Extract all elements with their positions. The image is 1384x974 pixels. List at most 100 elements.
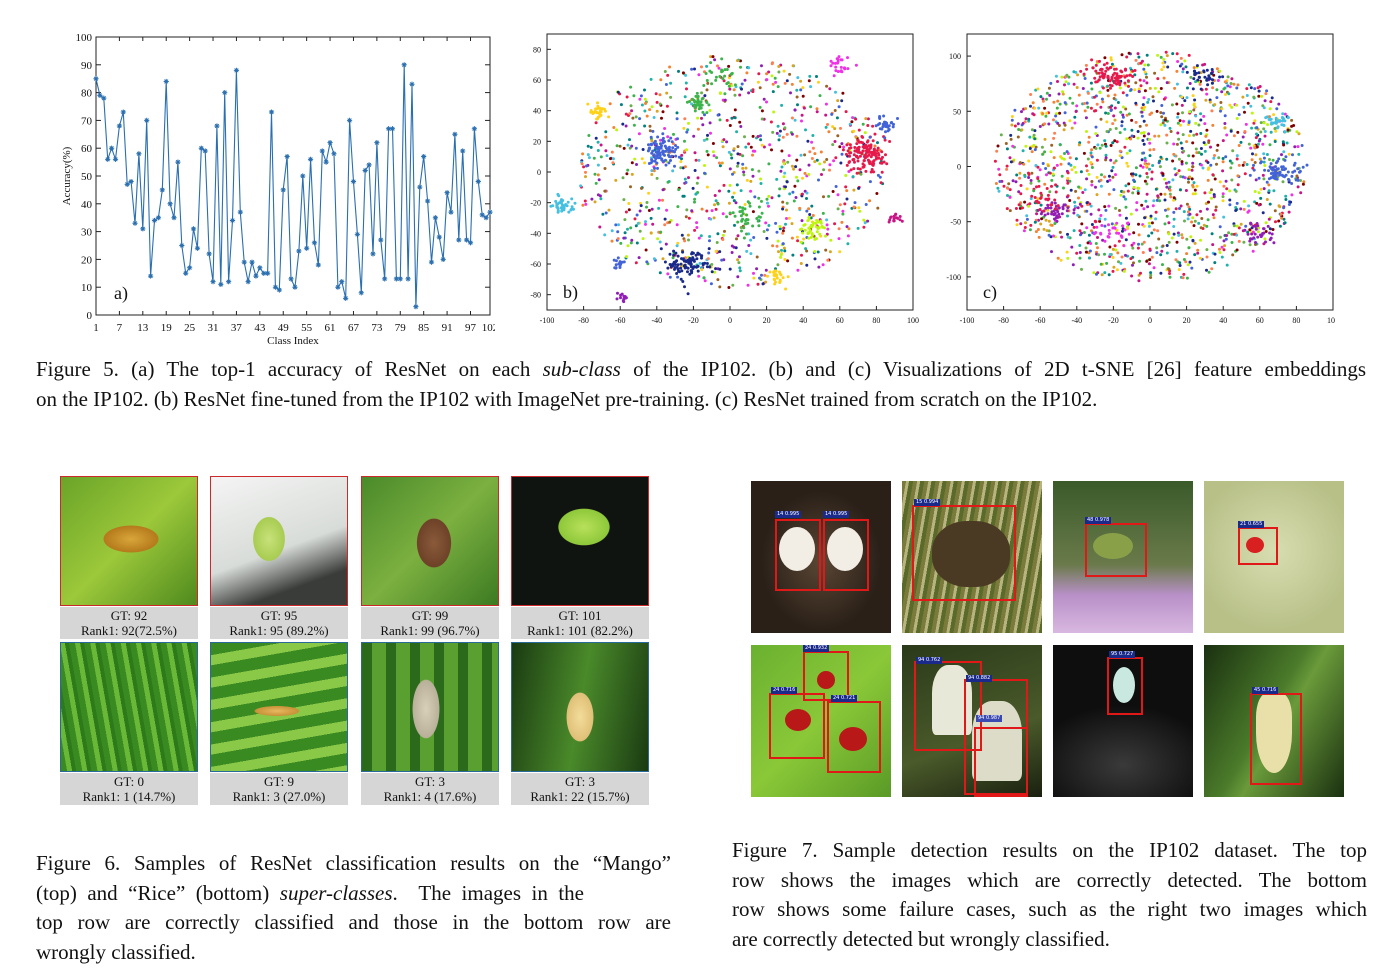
data-point [735, 130, 739, 134]
data-point [1054, 183, 1058, 187]
data-point [840, 220, 844, 224]
data-point [1278, 119, 1282, 123]
data-point [693, 197, 697, 201]
data-point [593, 200, 597, 204]
data-point [163, 78, 169, 85]
data-point [1134, 81, 1138, 85]
data-point [682, 259, 686, 263]
data-point [1189, 235, 1193, 239]
data-point [1107, 223, 1110, 227]
data-point [1181, 111, 1184, 115]
data-point [1010, 123, 1014, 127]
data-point [651, 222, 655, 226]
data-point [879, 181, 883, 185]
data-point [586, 153, 590, 157]
data-point [695, 181, 699, 185]
data-point [772, 270, 776, 274]
data-point [654, 142, 658, 146]
data-point [703, 94, 707, 98]
data-point [471, 126, 477, 132]
data-point [1131, 191, 1135, 195]
y-tick-label: -40 [530, 229, 541, 238]
data-point [1185, 252, 1189, 256]
data-point [1184, 161, 1188, 165]
data-point [1159, 271, 1163, 275]
data-point [685, 130, 689, 134]
data-point [1098, 146, 1102, 150]
data-point [1006, 194, 1009, 197]
data-point [1130, 134, 1134, 138]
data-point [624, 210, 628, 214]
data-point [752, 271, 755, 275]
data-point [1036, 165, 1040, 169]
data-point [1286, 116, 1290, 120]
data-point [996, 186, 1000, 190]
data-point [1125, 113, 1129, 117]
data-point [1060, 235, 1064, 239]
data-point [596, 104, 600, 108]
data-point [1031, 112, 1035, 116]
data-point [705, 88, 709, 92]
data-point [720, 258, 724, 262]
accuracy-line [95, 64, 491, 307]
data-point [778, 281, 782, 284]
data-point [1242, 161, 1246, 164]
data-point [1167, 180, 1171, 184]
data-point [1048, 171, 1052, 175]
data-point [881, 122, 885, 126]
data-point [1290, 124, 1294, 128]
data-point [1297, 152, 1301, 156]
data-point [1228, 103, 1232, 107]
data-point [656, 156, 660, 160]
data-point [1152, 148, 1156, 151]
data-point [1073, 204, 1077, 208]
data-point [1131, 263, 1134, 267]
data-point [1249, 86, 1253, 90]
data-point [1094, 185, 1097, 189]
data-point [1085, 67, 1089, 71]
data-point [697, 236, 701, 240]
data-point [821, 263, 825, 267]
data-point [1127, 182, 1131, 186]
detection-image: 95 0.727 [1053, 645, 1193, 797]
data-point [604, 130, 608, 134]
data-point [1136, 246, 1140, 250]
data-point [667, 145, 671, 149]
data-point [1055, 112, 1058, 116]
data-point [785, 201, 789, 205]
data-point [755, 217, 759, 220]
data-point [1202, 223, 1206, 227]
data-point [1202, 114, 1206, 118]
data-point [1243, 130, 1247, 133]
data-point [828, 168, 831, 172]
data-point [653, 139, 657, 143]
data-point [1046, 203, 1050, 207]
data-point [736, 220, 740, 224]
data-point [101, 95, 107, 101]
data-point [1241, 95, 1245, 99]
data-point [1187, 134, 1191, 138]
y-tick-label: 80 [533, 45, 541, 54]
data-point [801, 231, 805, 235]
data-point [1190, 168, 1194, 172]
data-point [805, 209, 809, 213]
data-point [1284, 198, 1288, 201]
data-point [1068, 179, 1072, 183]
data-point [1030, 128, 1034, 132]
data-point [581, 203, 585, 207]
data-point [1247, 204, 1251, 208]
data-point [779, 253, 783, 257]
data-point [720, 57, 724, 61]
data-point [1025, 217, 1029, 221]
data-point [1263, 164, 1267, 167]
data-point [1215, 88, 1219, 92]
data-point [1284, 194, 1288, 198]
data-point [708, 69, 712, 73]
data-point [1024, 107, 1028, 111]
data-point [805, 197, 808, 200]
data-point [714, 199, 718, 203]
data-point [1024, 144, 1028, 148]
data-point [1178, 264, 1182, 267]
data-point [1223, 126, 1227, 130]
data-point [624, 124, 628, 128]
